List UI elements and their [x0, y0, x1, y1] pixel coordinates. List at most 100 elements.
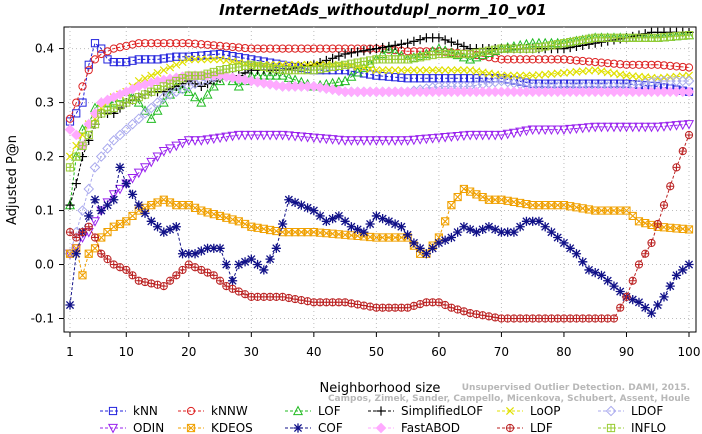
data-point [159, 282, 168, 291]
data-point [97, 249, 106, 258]
y-tick-label: 0.2 [35, 150, 54, 164]
data-point [434, 66, 443, 75]
legend-label: FastABOD [401, 421, 460, 434]
data-point [559, 55, 569, 64]
legend-item-lof: LOF [285, 404, 341, 418]
data-point [240, 130, 251, 141]
data-point [378, 42, 388, 53]
data-point [114, 129, 126, 141]
data-point [283, 131, 294, 141]
data-point [178, 265, 187, 275]
data-point [78, 141, 87, 150]
data-point [153, 68, 162, 77]
data-point [403, 38, 413, 48]
data-point [671, 270, 682, 280]
data-point [358, 136, 369, 146]
data-point [659, 61, 669, 70]
data-point [216, 55, 225, 64]
legend-label: kNN [133, 404, 158, 418]
legend-swatch-marker [292, 405, 304, 416]
data-point [172, 39, 181, 48]
x-tick-label: 90 [619, 345, 634, 359]
data-point [122, 57, 131, 67]
data-point [183, 136, 194, 146]
data-point [516, 71, 525, 80]
data-point [640, 122, 651, 133]
data-point [565, 243, 575, 253]
data-point [191, 55, 200, 64]
data-point [453, 66, 462, 75]
data-point [503, 227, 513, 237]
x-tick-label: 30 [244, 345, 259, 359]
data-point [597, 67, 606, 76]
series-layer [64, 27, 695, 323]
data-point [447, 201, 456, 210]
data-point [459, 222, 469, 232]
data-point [258, 77, 270, 89]
data-point [658, 122, 670, 132]
data-point [483, 47, 494, 58]
data-point [196, 246, 206, 256]
data-point [265, 254, 275, 264]
data-point [159, 66, 168, 75]
data-point [271, 70, 282, 80]
data-point [165, 144, 176, 154]
data-point [77, 124, 88, 134]
data-point [683, 120, 695, 130]
legend-item-knn: kNN [100, 404, 158, 418]
data-point [434, 33, 444, 43]
data-point [208, 134, 219, 145]
data-point [409, 66, 418, 75]
data-point [77, 205, 88, 216]
data-point [272, 44, 281, 53]
data-point [559, 68, 568, 77]
data-point [446, 132, 457, 143]
data-point [271, 130, 282, 141]
data-point [139, 108, 151, 119]
data-point [152, 97, 163, 108]
data-point [572, 67, 581, 76]
data-point [284, 44, 293, 53]
legend-label: LDF [530, 421, 553, 434]
data-point [65, 200, 75, 210]
data-point [427, 134, 438, 144]
data-point [159, 227, 169, 237]
data-point [646, 308, 657, 318]
data-point [227, 276, 238, 286]
data-point [147, 71, 156, 80]
series-line [69, 58, 690, 157]
data-point [240, 257, 250, 267]
data-point [133, 168, 144, 179]
data-point [434, 238, 444, 248]
data-point [109, 57, 118, 67]
data-point [359, 227, 369, 237]
data-point [133, 97, 144, 107]
data-point [165, 53, 175, 62]
data-point [377, 136, 388, 146]
watermark-line-1: Unsupervised Outlier Detection. DAMI, 20… [462, 383, 690, 393]
data-point [415, 34, 425, 45]
watermark-line-2: Campos, Zimek, Sander, Campello, Micenko… [328, 394, 690, 404]
data-point [134, 55, 143, 64]
data-point [70, 129, 82, 141]
data-point [140, 163, 151, 173]
data-point [459, 66, 468, 75]
legend-label: LOF [318, 404, 341, 418]
y-tick-label: -0.1 [31, 312, 54, 326]
legend-label: LDOF [631, 404, 663, 418]
data-point [491, 70, 500, 79]
data-point [421, 249, 431, 259]
data-point [622, 292, 631, 302]
data-point [234, 53, 243, 62]
data-point [472, 74, 481, 83]
data-point [408, 135, 419, 146]
data-point [571, 249, 582, 259]
data-point [477, 130, 488, 141]
data-point [128, 56, 137, 65]
data-point [265, 44, 275, 53]
data-point [72, 233, 81, 242]
data-point [215, 49, 225, 59]
data-point [603, 276, 613, 286]
grid [64, 27, 696, 332]
x-tick-label: 20 [181, 345, 196, 359]
